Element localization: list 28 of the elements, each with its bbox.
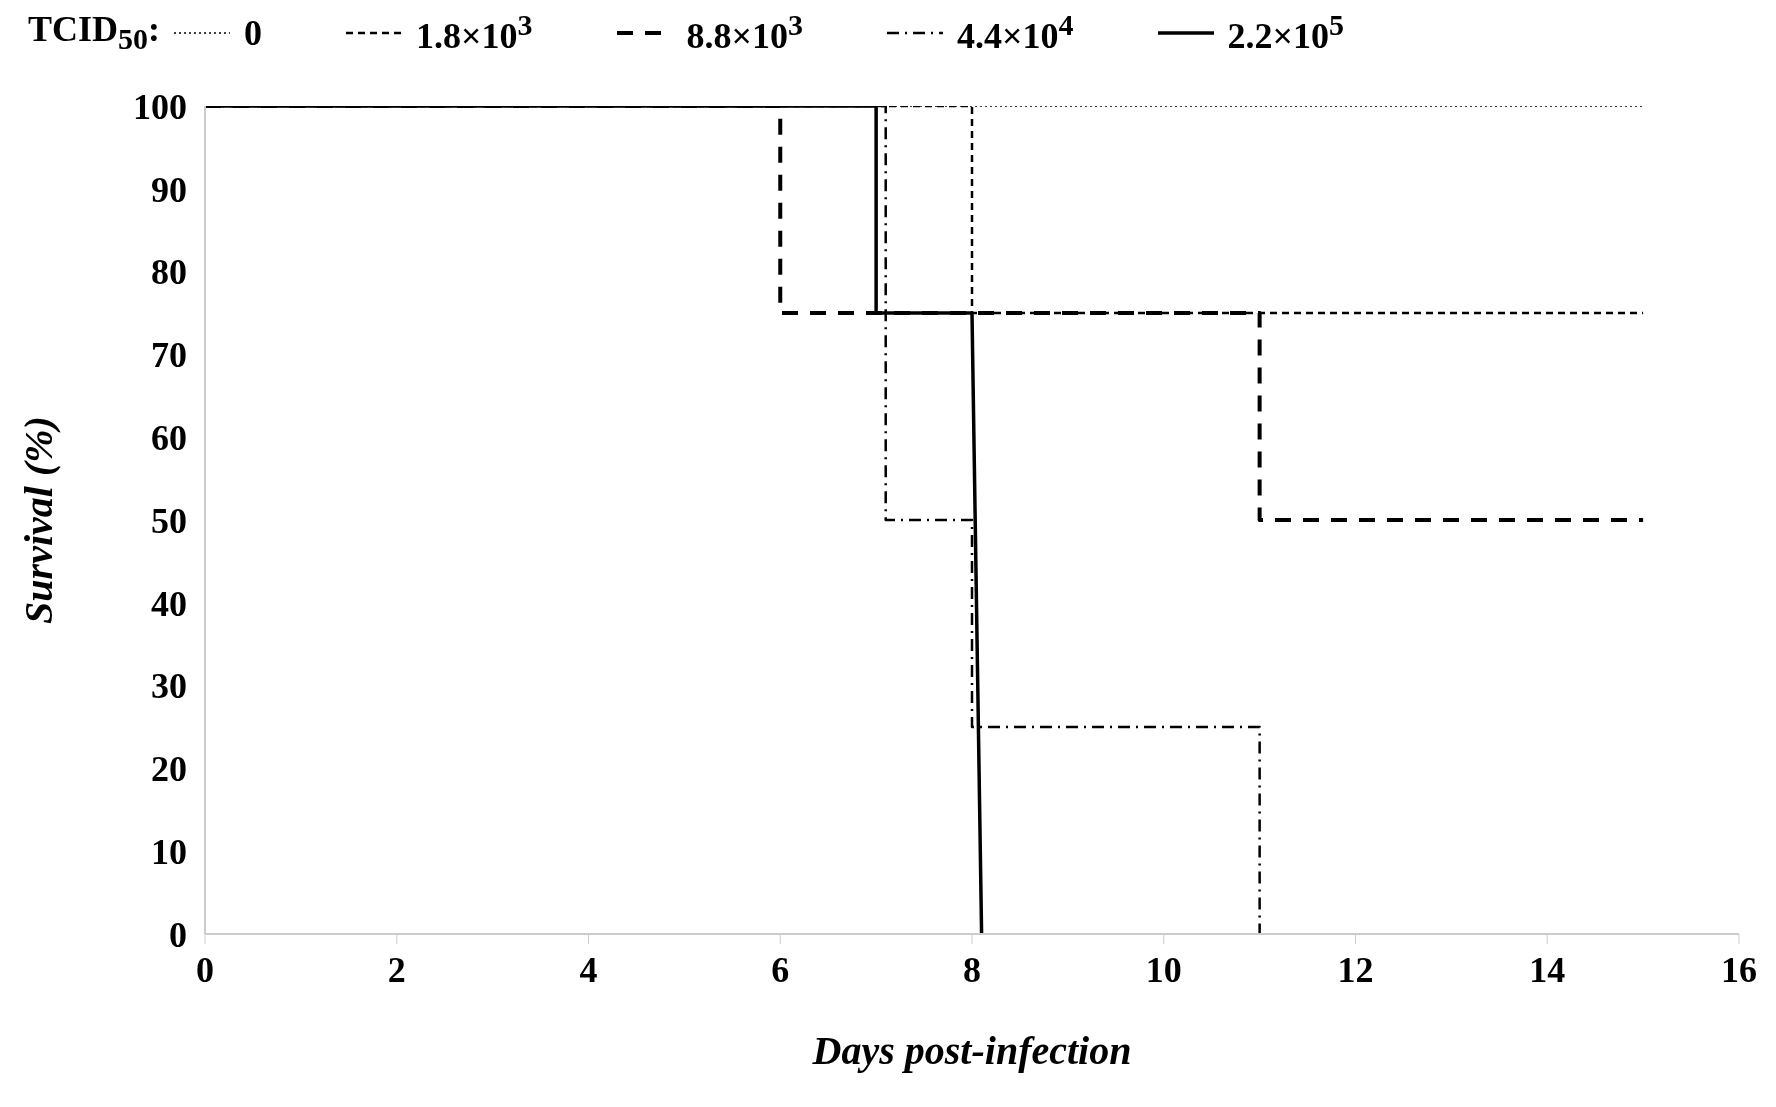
- y-tick-label: 30: [151, 666, 187, 707]
- y-tick-label: 90: [151, 169, 187, 210]
- y-tick-label: 20: [151, 749, 187, 790]
- x-tick-label: 2: [387, 949, 406, 990]
- legend-label: 4.4×10$^{4}$: [957, 8, 1074, 57]
- y-tick-label: 80: [151, 252, 187, 293]
- x-tick-label: 8: [963, 949, 981, 990]
- y-tick-label: 50: [151, 500, 187, 541]
- x-tick-label: 6: [771, 949, 790, 990]
- x-tick-label: 10: [1145, 949, 1182, 990]
- legend-label: 1.8×10$^{3}$: [416, 8, 533, 57]
- x-tick-label: 0: [196, 949, 214, 990]
- x-tick-label: 16: [1721, 949, 1757, 990]
- y-tick-label: 60: [151, 417, 187, 458]
- y-tick-label: 10: [151, 831, 187, 872]
- legend-label: 0: [244, 11, 263, 54]
- legend-title: TCID$_{50}$:: [28, 8, 161, 57]
- legend-label: 2.2×10$^{5}$: [1227, 8, 1345, 57]
- x-axis-title: Days post-infection: [811, 1028, 1132, 1073]
- legend-label: 8.8×10$^{3}$: [686, 8, 804, 57]
- y-tick-label: 70: [151, 335, 187, 376]
- y-tick-label: 100: [133, 86, 187, 127]
- x-tick-label: 14: [1529, 949, 1566, 990]
- y-tick-label: 0: [169, 914, 187, 955]
- y-tick-label: 40: [151, 583, 187, 624]
- y-axis-title: Survival (%): [16, 416, 62, 624]
- x-tick-label: 12: [1337, 949, 1374, 990]
- x-tick-label: 4: [579, 949, 598, 990]
